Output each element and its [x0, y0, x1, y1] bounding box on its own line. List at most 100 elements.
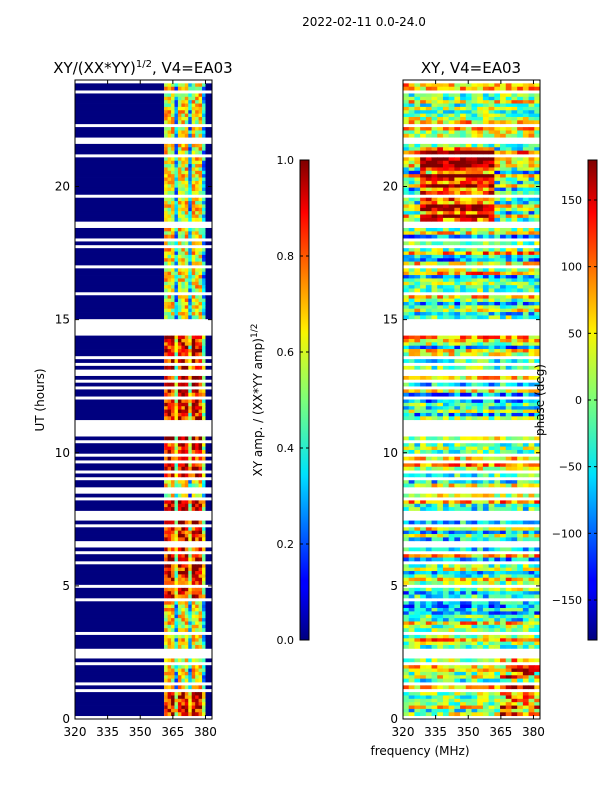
heatmap-cell [191, 537, 196, 542]
heatmap-cell [202, 436, 206, 441]
heatmap-cell [174, 436, 179, 441]
heatmap-cell [403, 271, 410, 276]
heatmap-cell [528, 621, 535, 626]
heatmap-cell [75, 671, 165, 676]
heatmap-cell [454, 685, 461, 690]
heatmap-cell [460, 493, 467, 498]
heatmap-cell [164, 147, 169, 152]
heatmap-cell [75, 160, 165, 165]
heatmap-cell [488, 537, 495, 542]
heatmap-cell [191, 352, 196, 357]
heatmap-cell [500, 184, 507, 189]
heatmap-cell [205, 547, 212, 552]
heatmap-cell [202, 308, 206, 313]
heatmap-cell [488, 127, 495, 131]
heatmap-cell [425, 96, 432, 101]
heatmap-cell [522, 231, 529, 236]
heatmap-cell [477, 251, 484, 256]
heatmap-cell [174, 227, 179, 232]
heatmap-cell [471, 678, 478, 683]
heatmap-cell [488, 157, 495, 162]
heatmap-cell [528, 342, 535, 347]
heatmap-cell [477, 638, 484, 643]
heatmap-cell [75, 352, 165, 357]
heatmap-cell [403, 665, 410, 669]
heatmap-cell [181, 113, 186, 118]
heatmap-cell [205, 281, 212, 286]
heatmap-cell [425, 621, 432, 626]
heatmap-cell [454, 170, 461, 175]
heatmap-cell [494, 342, 501, 347]
heatmap-cell [205, 251, 212, 256]
heatmap-cell [164, 305, 169, 310]
heatmap-cell [448, 601, 455, 606]
heatmap-cell [511, 352, 518, 357]
heatmap-cell [184, 93, 189, 98]
heatmap-cell [534, 335, 540, 340]
heatmap-cell [191, 190, 196, 195]
heatmap-cell [477, 365, 484, 370]
heatmap-cell [408, 493, 415, 498]
heatmap-cell [191, 349, 196, 353]
heatmap-cell [167, 449, 172, 454]
heatmap-cell [528, 248, 535, 252]
heatmap-cell [494, 143, 501, 148]
heatmap-cell [534, 537, 540, 542]
heatmap-cell [164, 530, 169, 535]
heatmap-cell [454, 587, 461, 592]
heatmap-cell [425, 530, 432, 535]
heatmap-cell [425, 217, 432, 222]
heatmap-cell [414, 587, 421, 592]
heatmap-cell [522, 174, 529, 178]
heatmap-cell [181, 359, 186, 363]
heatmap-cell [494, 611, 501, 616]
heatmap-cell [177, 416, 182, 421]
heatmap-cell [171, 315, 175, 320]
heatmap-cell [202, 658, 206, 663]
heatmap-cell [177, 628, 182, 632]
heatmap-cell [494, 634, 501, 639]
heatmap-cell [460, 227, 467, 232]
heatmap-cell [164, 207, 169, 212]
heatmap-cell [188, 473, 193, 478]
heatmap-cell [477, 113, 484, 118]
heatmap-cell [198, 443, 203, 447]
heatmap-cell [171, 409, 175, 414]
heatmap-cell [188, 446, 193, 451]
heatmap-cell [517, 342, 524, 347]
heatmap-cell [465, 537, 472, 542]
heatmap-cell [191, 507, 196, 511]
heatmap-cell [167, 93, 172, 98]
heatmap-cell [184, 110, 189, 115]
heatmap-cell [528, 493, 535, 498]
heatmap-cell [528, 251, 535, 256]
heatmap-cell [188, 382, 193, 387]
heatmap-cell [511, 281, 518, 286]
heatmap-cell [425, 167, 432, 172]
heatmap-cell [431, 207, 438, 212]
heatmap-cell [528, 130, 535, 135]
heatmap-cell [164, 466, 169, 471]
heatmap-cell [181, 278, 186, 283]
heatmap-cell [414, 93, 421, 98]
heatmap-cell [171, 288, 175, 293]
heatmap-cell [454, 211, 461, 215]
heatmap-cell [500, 127, 507, 131]
heatmap-cell [517, 554, 524, 558]
heatmap-cell [465, 261, 472, 266]
heatmap-cell [431, 594, 438, 599]
heatmap-cell [511, 190, 518, 195]
heatmap-cell [505, 342, 512, 347]
heatmap-cell [177, 527, 182, 532]
heatmap-cell [534, 446, 540, 451]
heatmap-cell [517, 227, 524, 232]
heatmap-cell [488, 567, 495, 572]
heatmap-cell [171, 634, 175, 639]
heatmap-cell [442, 678, 450, 683]
heatmap-cell [437, 577, 444, 582]
heatmap-cell [482, 577, 490, 582]
heatmap-cell [408, 217, 415, 222]
heatmap-cell [517, 187, 524, 192]
heatmap-cell [448, 349, 455, 353]
heatmap-cell [488, 624, 495, 629]
